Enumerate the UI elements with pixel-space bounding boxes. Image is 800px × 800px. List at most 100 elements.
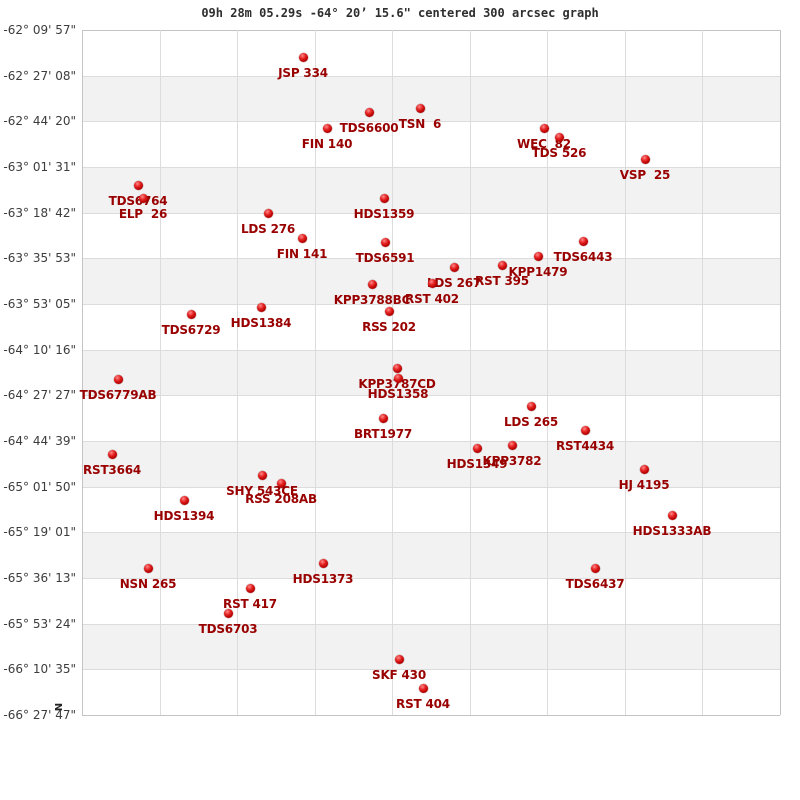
grid-line-horizontal xyxy=(82,441,780,442)
grid-line-vertical xyxy=(780,30,781,715)
data-point-marker xyxy=(297,233,307,243)
y-tick-label: -64° 44' 39" xyxy=(3,434,76,448)
data-point-label: HDS1349 xyxy=(446,457,508,471)
data-point-marker xyxy=(590,563,600,573)
data-point-marker xyxy=(186,309,196,319)
y-tick-label: -63° 01' 31" xyxy=(3,160,76,174)
grid-line-horizontal xyxy=(82,75,780,77)
data-point-label: HDS1359 xyxy=(353,207,415,221)
data-point-marker xyxy=(276,478,286,488)
grid-line-horizontal xyxy=(82,486,780,488)
grid-line-vertical xyxy=(82,30,83,715)
plot-area: JSP 334 TSN 6 TDS6600 FIN 140 WEC 82 TDS 526 V… xyxy=(80,30,781,716)
data-point-marker xyxy=(143,563,153,573)
data-point-marker xyxy=(245,583,255,593)
data-point-marker xyxy=(322,123,332,133)
data-point-label: RST 402 xyxy=(405,292,459,306)
data-point-marker xyxy=(298,52,308,62)
data-point-marker xyxy=(133,180,143,190)
grid-line-vertical xyxy=(314,30,316,715)
row-band xyxy=(82,623,780,670)
grid-line-vertical xyxy=(469,30,471,715)
data-point-marker xyxy=(364,107,374,117)
data-point-marker xyxy=(667,510,677,520)
data-point-marker xyxy=(427,278,437,288)
data-point-label: TDS6729 xyxy=(161,323,221,337)
grid-line-horizontal xyxy=(82,715,780,716)
data-point-label: LDS 276 xyxy=(240,222,296,236)
data-point-marker xyxy=(472,443,482,453)
data-point-label: LDS 265 xyxy=(503,415,559,429)
data-point-label: FIN 141 xyxy=(276,247,328,261)
data-point-marker xyxy=(507,440,517,450)
data-point-label: RST3664 xyxy=(82,463,142,477)
data-point-marker xyxy=(580,425,590,435)
data-point-label: VSP 25 xyxy=(619,168,671,182)
data-point-marker xyxy=(113,374,123,384)
data-point-marker xyxy=(378,413,388,423)
data-point-marker xyxy=(380,237,390,247)
row-band xyxy=(82,167,780,213)
grid-line-vertical xyxy=(237,30,239,715)
y-tick-label: -63° 53' 05" xyxy=(3,297,76,311)
data-point-label: RST 404 xyxy=(396,697,450,711)
data-point-marker xyxy=(318,558,328,568)
data-point-label: RSS 202 xyxy=(362,320,416,334)
grid-line-horizontal xyxy=(82,669,780,671)
data-point-marker xyxy=(554,132,564,142)
y-tick-label: -64° 10' 16" xyxy=(3,342,76,357)
y-tick-label: -62° 44' 20" xyxy=(3,114,76,129)
data-point-label: ELP 26 xyxy=(118,207,168,221)
data-point-label: HDS1333AB xyxy=(632,524,712,538)
data-point-marker xyxy=(640,154,650,164)
data-point-label: HJ 4195 xyxy=(618,478,670,492)
data-point-marker xyxy=(379,193,389,203)
grid-line-horizontal xyxy=(82,30,780,31)
data-point-label: TDS6703 xyxy=(198,622,258,636)
data-point-marker xyxy=(138,193,148,203)
data-point-marker xyxy=(449,262,459,272)
data-point-label: RST 395 xyxy=(475,274,529,288)
data-point-label: SKF 430 xyxy=(372,668,426,682)
data-point-label: HDS1384 xyxy=(230,316,292,330)
data-point-label: TDS6764 xyxy=(108,194,168,208)
data-point-marker xyxy=(263,208,273,218)
y-tick-label: -66° 10' 35" xyxy=(3,662,76,677)
data-point-label: KPP3788BC xyxy=(333,293,411,307)
y-tick-label: -64° 27' 27" xyxy=(3,388,76,403)
row-band xyxy=(82,441,780,487)
data-point-label: TDS6591 xyxy=(355,251,415,265)
row-band xyxy=(82,75,780,122)
grid-line-horizontal xyxy=(82,258,780,260)
data-point-label: HDS1373 xyxy=(292,572,354,586)
grid-line-vertical xyxy=(547,30,549,715)
data-point-label: TDS6443 xyxy=(553,250,613,264)
grid-line-horizontal xyxy=(82,578,780,579)
row-band xyxy=(82,532,780,578)
data-point-label: TSN 6 xyxy=(398,117,442,131)
grid-line-horizontal xyxy=(82,532,780,534)
row-band xyxy=(82,349,780,396)
grid-line-horizontal xyxy=(82,304,780,305)
data-point-marker xyxy=(418,683,428,693)
data-point-label: RST 417 xyxy=(223,597,277,611)
y-tick-label: -65° 36' 13" xyxy=(3,571,76,585)
data-point-marker xyxy=(394,654,404,664)
y-tick-label: -65° 19' 01" xyxy=(3,525,76,540)
data-point-marker xyxy=(256,302,266,312)
data-point-marker xyxy=(257,470,267,480)
data-point-label: JSP 334 xyxy=(278,66,328,80)
grid-line-vertical xyxy=(702,30,704,715)
grid-line-horizontal xyxy=(82,395,780,397)
data-point-label: TDS 526 xyxy=(531,146,587,160)
data-point-marker xyxy=(223,608,233,618)
data-point-label: FIN 140 xyxy=(301,137,353,151)
data-point-marker xyxy=(578,236,588,246)
y-tick-label: -66° 27' 47" xyxy=(3,708,76,722)
data-point-marker xyxy=(179,495,189,505)
y-tick-label: -65° 01' 50" xyxy=(3,479,76,494)
chart-title: 09h 28m 05.29s -64° 20’ 15.6" centered 3… xyxy=(201,6,599,20)
grid-line-horizontal xyxy=(82,349,780,351)
y-tick-label: -62° 09' 57" xyxy=(3,23,76,37)
